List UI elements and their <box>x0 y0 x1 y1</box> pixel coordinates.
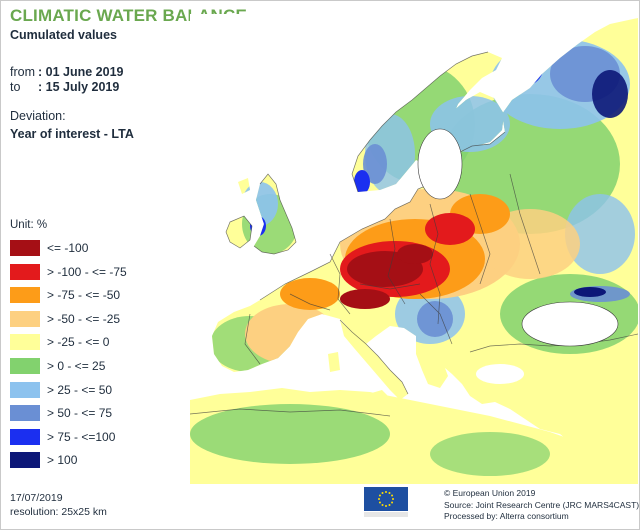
period-to-label: to <box>10 80 21 94</box>
legend-label: > 75 - <=100 <box>47 429 116 444</box>
credit-line: © European Union 2019 <box>444 488 536 498</box>
eu-star <box>385 491 387 493</box>
period-to-value: : 15 July 2019 <box>38 80 120 94</box>
production-date: 17/07/2019 <box>10 492 63 504</box>
period-from-label: from <box>10 65 35 79</box>
period-from-value: : 01 June 2019 <box>38 65 124 79</box>
legend-label: > -50 - <= -25 <box>47 311 121 326</box>
legend-label: > -100 - <= -75 <box>47 264 127 279</box>
legend-label: > -75 - <= -50 <box>47 288 121 303</box>
eu-star <box>392 498 394 500</box>
legend-swatch <box>10 263 40 280</box>
legend-label: > -25 - <= 0 <box>47 335 110 350</box>
legend-swatch <box>10 405 40 422</box>
legend-swatch <box>10 357 40 374</box>
eu-star <box>391 501 394 504</box>
eu-star <box>378 498 380 500</box>
legend-label: > 0 - <= 25 <box>47 358 106 373</box>
legend-swatch <box>10 240 40 256</box>
period-to: to : 15 July 2019 <box>10 80 119 94</box>
deviation-label: Deviation: <box>10 109 66 123</box>
legend-label: > 25 - <= 50 <box>47 382 113 397</box>
legend-swatch <box>10 287 40 304</box>
legend-swatch <box>10 428 40 445</box>
eu-star <box>378 501 381 504</box>
map-title: CLIMATIC WATER BALANCE <box>10 6 248 25</box>
legend-label: > 50 - <= 75 <box>47 406 113 421</box>
eu-star <box>388 504 391 507</box>
legend-unit: Unit: % <box>10 219 48 231</box>
legend-label: > 100 <box>47 453 78 468</box>
credit-line: Source: Joint Research Centre (JRC MARS4… <box>444 499 640 510</box>
period-from: from: 01 June 2019 <box>10 65 123 79</box>
legend-swatch <box>10 452 40 469</box>
resolution-text: resolution: 25x25 km <box>10 506 107 518</box>
eu-star <box>381 491 384 494</box>
eu-star <box>391 494 394 497</box>
legend-swatch <box>10 310 40 327</box>
legend-swatch <box>10 381 40 398</box>
eu-star <box>381 504 384 507</box>
legend-swatch <box>10 334 40 351</box>
map-subtitle: Cumulated values <box>10 28 117 42</box>
europe-map <box>190 14 638 484</box>
eu-star <box>388 491 391 494</box>
eu-star <box>378 494 381 497</box>
credits: © European Union 2019 Source: Joint Resea… <box>444 488 639 523</box>
eu-logo <box>364 487 408 517</box>
eu-star <box>385 505 387 507</box>
credit-line: Processed by: Alterra consortium <box>444 511 569 521</box>
legend-label: <= -100 <box>47 241 89 255</box>
deviation-value: Year of interest - LTA <box>10 127 134 141</box>
